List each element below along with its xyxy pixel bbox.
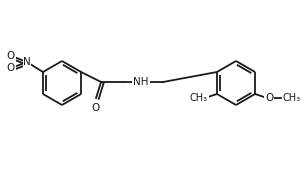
Text: O: O [91,103,99,113]
Text: O: O [7,51,15,61]
Text: O: O [265,93,273,103]
Text: CH₃: CH₃ [282,93,300,103]
Text: CH₃: CH₃ [190,93,208,103]
Text: NH: NH [133,77,149,87]
Text: O: O [199,93,207,103]
Text: N: N [23,57,31,67]
Text: O: O [7,63,15,73]
